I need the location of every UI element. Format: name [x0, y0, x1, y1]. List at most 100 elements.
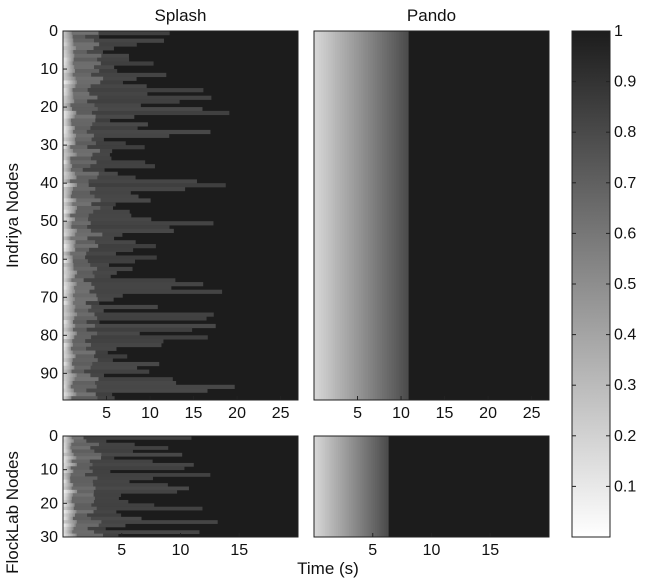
- heatmap-cell: [63, 263, 65, 268]
- heatmap-cell: [63, 304, 66, 310]
- heatmap-cell: [73, 137, 76, 142]
- heatmap-cell: [64, 335, 67, 340]
- heatmap-cell: [63, 342, 65, 348]
- heatmap-cell: [91, 137, 104, 142]
- heatmap-cell: [68, 483, 70, 487]
- heatmap-cell: [95, 240, 136, 245]
- heatmap-cell: [98, 442, 135, 447]
- heatmap-cell: [66, 145, 69, 150]
- heatmap-cell: [66, 232, 69, 237]
- heatmap-cell: [318, 31, 322, 400]
- heatmap-cell: [63, 72, 65, 78]
- heatmap-cell: [72, 72, 92, 78]
- heatmap-cell: [65, 171, 69, 176]
- heatmap-cell: [68, 114, 71, 119]
- heatmap-cell: [330, 31, 334, 400]
- heatmap-cell: [63, 244, 66, 249]
- heatmap-cell: [73, 526, 89, 531]
- heatmap-cell: [66, 259, 69, 264]
- heatmap-cell: [63, 198, 66, 203]
- heatmap-cell: [71, 483, 74, 487]
- heatmap-cell: [66, 240, 69, 245]
- heatmap-cell: [72, 57, 75, 62]
- heatmap-cell: [63, 396, 65, 400]
- heatmap-cell: [74, 274, 95, 279]
- x-tick-label: 5: [117, 542, 126, 559]
- heatmap-cell: [71, 506, 74, 511]
- heatmap-cell: [74, 209, 77, 214]
- heatmap-cell: [66, 456, 69, 460]
- heatmap-cell: [68, 373, 71, 378]
- heatmap-cell: [68, 301, 70, 306]
- heatmap-cell: [70, 84, 73, 89]
- heatmap-cell: [64, 442, 66, 447]
- heatmap-cell: [73, 304, 76, 310]
- heatmap-cell: [76, 331, 98, 336]
- y-axis-label: Indriya Nodes: [3, 163, 22, 268]
- heatmap-cell: [72, 164, 91, 169]
- heatmap-cell: [87, 225, 170, 230]
- heatmap-cell: [68, 316, 71, 321]
- heatmap-cell: [69, 493, 71, 497]
- heatmap-cell: [63, 122, 65, 127]
- heatmap-cell: [69, 369, 72, 374]
- heatmap-cell: [71, 493, 74, 497]
- heatmap-cell: [64, 213, 67, 218]
- heatmap-cell: [91, 503, 155, 508]
- heatmap-cell: [64, 50, 67, 55]
- heatmap-cell: [66, 95, 69, 100]
- heatmap-cell: [65, 493, 68, 497]
- heatmap-cell: [64, 141, 67, 146]
- heatmap-cell: [71, 152, 74, 157]
- heatmap-cell: [64, 327, 67, 332]
- heatmap-cell: [67, 466, 70, 471]
- heatmap-cell: [68, 442, 70, 447]
- heatmap-cell: [94, 449, 133, 454]
- heatmap-cell: [64, 91, 67, 97]
- heatmap-cell: [73, 270, 76, 275]
- heatmap-cell: [85, 301, 100, 306]
- heatmap-cell: [74, 335, 92, 340]
- heatmap-cell: [66, 496, 69, 501]
- heatmap-cell: [65, 439, 68, 444]
- heatmap-cell: [70, 289, 73, 294]
- colorbar-gradient: [571, 30, 611, 538]
- heatmap-cell: [90, 365, 138, 370]
- heatmap-cell: [70, 446, 91, 450]
- heatmap-cell: [67, 486, 70, 491]
- heatmap-cell: [69, 446, 72, 450]
- heatmap-cell: [64, 122, 66, 127]
- heatmap-cell: [68, 476, 70, 481]
- heatmap-cell: [66, 493, 69, 497]
- heatmap-cell: [70, 342, 73, 348]
- heatmap-cell: [69, 466, 72, 471]
- heatmap-cell: [63, 160, 65, 165]
- heatmap-cell: [91, 110, 230, 116]
- heatmap-cell: [68, 194, 71, 199]
- heatmap-cell: [75, 331, 78, 336]
- heatmap-cell: [68, 183, 71, 188]
- heatmap-cell: [69, 205, 73, 211]
- heatmap-cell: [71, 380, 74, 386]
- heatmap-cell: [71, 190, 91, 195]
- heatmap-cell: [74, 137, 92, 142]
- heatmap-cell: [69, 380, 71, 386]
- heatmap-cell: [66, 533, 69, 537]
- heatmap-cell: [71, 486, 96, 491]
- heatmap-cell: [68, 335, 71, 340]
- heatmap-cell: [65, 483, 68, 487]
- heatmap-cell: [370, 31, 374, 400]
- heatmap-cell: [339, 436, 343, 537]
- heatmap-cell: [64, 186, 67, 192]
- heatmap-cell: [64, 462, 68, 467]
- heatmap-cell: [70, 118, 72, 123]
- heatmap-cell: [66, 278, 68, 283]
- heatmap-cell: [64, 190, 66, 195]
- heatmap-cell: [66, 327, 69, 332]
- heatmap-cell: [63, 466, 66, 471]
- heatmap-cell: [87, 145, 145, 150]
- heatmap-cell: [69, 523, 72, 528]
- heatmap-cell: [71, 530, 73, 535]
- heatmap-cell: [63, 164, 65, 169]
- heatmap-cell: [65, 179, 68, 184]
